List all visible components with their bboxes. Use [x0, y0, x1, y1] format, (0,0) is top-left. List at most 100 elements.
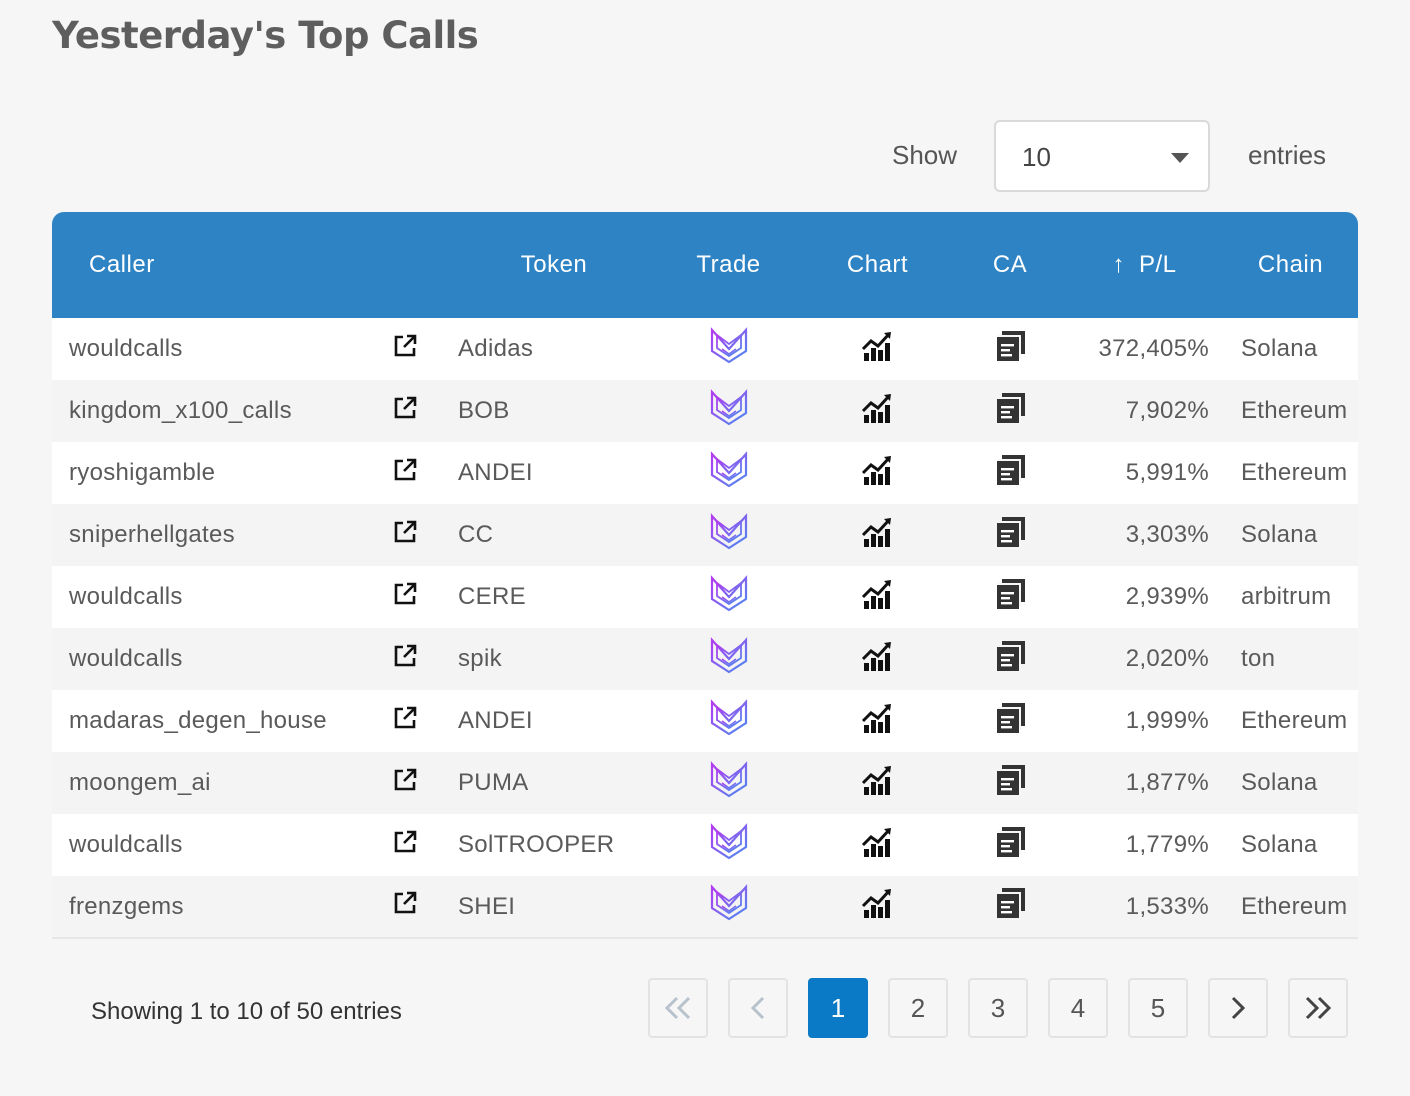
page-button-3[interactable]: 3 — [968, 978, 1028, 1038]
external-link-icon[interactable] — [392, 333, 418, 366]
bar-chart-trend-icon[interactable] — [861, 886, 895, 927]
column-header-trade[interactable]: Trade — [696, 251, 761, 278]
column-header-chart[interactable]: Chart — [846, 251, 909, 278]
token-cell: BOB — [458, 397, 510, 424]
copy-contract-icon[interactable] — [993, 701, 1027, 742]
external-link-icon[interactable] — [392, 395, 418, 428]
column-header-token[interactable]: Token — [520, 251, 588, 278]
caller-cell: moongem_ai — [69, 769, 211, 796]
trade-logo-icon[interactable] — [709, 512, 749, 558]
bar-chart-trend-icon[interactable] — [861, 701, 895, 742]
bar-chart-trend-icon[interactable] — [861, 763, 895, 804]
chain-cell: Ethereum — [1241, 397, 1348, 424]
top-calls-table: Caller Token Trade Chart CA ↑ P/L Chain w… — [52, 212, 1358, 939]
caller-cell: frenzgems — [69, 892, 184, 920]
external-link-icon[interactable] — [392, 829, 418, 862]
chain-cell: Ethereum — [1241, 892, 1348, 920]
copy-contract-icon[interactable] — [993, 825, 1027, 866]
sort-ascending-icon: ↑ — [1112, 251, 1125, 278]
copy-contract-icon[interactable] — [993, 577, 1027, 618]
page-length-control: Show 10 entries — [0, 120, 1410, 192]
trade-logo-icon[interactable] — [709, 388, 749, 434]
chevron-right-icon — [1231, 996, 1246, 1020]
column-header-chain[interactable]: Chain — [1257, 251, 1324, 278]
bar-chart-trend-icon[interactable] — [861, 329, 895, 370]
pl-cell: 372,405% — [1098, 335, 1209, 362]
copy-contract-icon[interactable] — [993, 453, 1027, 494]
external-link-icon[interactable] — [392, 581, 418, 614]
table-row: moongem_ai PUMA 1,877% Solana — [52, 752, 1358, 814]
trade-logo-icon[interactable] — [709, 326, 749, 372]
copy-contract-icon[interactable] — [993, 763, 1027, 804]
trade-logo-icon[interactable] — [709, 636, 749, 682]
caller-cell: madaras_degen_house — [69, 707, 327, 734]
last-page-button[interactable] — [1288, 978, 1348, 1038]
pl-cell: 3,303% — [1125, 521, 1209, 548]
caller-cell: wouldcalls — [69, 583, 183, 610]
chain-cell: Solana — [1241, 769, 1318, 796]
external-link-icon[interactable] — [392, 705, 418, 738]
copy-contract-icon[interactable] — [993, 515, 1027, 556]
caller-cell: ryoshigamble — [69, 459, 216, 486]
pagination: 1 2 3 4 5 — [0, 978, 1410, 1038]
table-row: wouldcalls Adidas 372,405% Solana — [52, 318, 1358, 380]
external-link-icon[interactable] — [392, 767, 418, 800]
double-chevron-right-icon — [1305, 996, 1332, 1020]
bar-chart-trend-icon[interactable] — [861, 577, 895, 618]
column-header-pl[interactable]: ↑ P/L — [1066, 212, 1223, 318]
table-row: sniperhellgates CC 3,303% Solana — [52, 504, 1358, 566]
page-button-5[interactable]: 5 — [1128, 978, 1188, 1038]
pl-cell: 1,533% — [1125, 892, 1209, 920]
token-cell: CC — [458, 521, 494, 548]
table-row: madaras_degen_house ANDEI 1,999% Ethereum — [52, 690, 1358, 752]
external-link-icon[interactable] — [392, 890, 418, 923]
pl-cell: 1,999% — [1125, 707, 1209, 734]
chain-cell: ton — [1241, 645, 1276, 672]
bar-chart-trend-icon[interactable] — [861, 515, 895, 556]
chevron-down-icon — [1171, 153, 1189, 163]
token-cell: SHEI — [458, 892, 516, 920]
copy-contract-icon[interactable] — [993, 886, 1027, 927]
previous-page-button[interactable] — [728, 978, 788, 1038]
table-row: kingdom_x100_calls BOB 7,902% Ethereum — [52, 380, 1358, 442]
pl-cell: 2,939% — [1125, 583, 1209, 610]
token-cell: ANDEI — [458, 459, 533, 486]
bar-chart-trend-icon[interactable] — [861, 453, 895, 494]
trade-logo-icon[interactable] — [709, 574, 749, 620]
page-button-1[interactable]: 1 — [808, 978, 868, 1038]
external-link-icon[interactable] — [392, 457, 418, 490]
token-cell: ANDEI — [458, 707, 533, 734]
copy-contract-icon[interactable] — [993, 329, 1027, 370]
bar-chart-trend-icon[interactable] — [861, 639, 895, 680]
page-size-select[interactable]: 10 — [994, 120, 1210, 192]
page-size-value: 10 — [1022, 142, 1051, 172]
trade-logo-icon[interactable] — [709, 822, 749, 868]
trade-logo-icon[interactable] — [709, 760, 749, 806]
external-link-icon[interactable] — [392, 643, 418, 676]
trade-logo-icon[interactable] — [709, 698, 749, 744]
copy-contract-icon[interactable] — [993, 639, 1027, 680]
first-page-button[interactable] — [648, 978, 708, 1038]
pl-cell: 5,991% — [1125, 459, 1209, 486]
chain-cell: Ethereum — [1241, 707, 1348, 734]
pl-cell: 2,020% — [1125, 645, 1209, 672]
next-page-button[interactable] — [1208, 978, 1268, 1038]
column-header-caller[interactable]: Caller — [89, 251, 155, 278]
trade-logo-icon[interactable] — [709, 450, 749, 496]
page-button-4[interactable]: 4 — [1048, 978, 1108, 1038]
bar-chart-trend-icon[interactable] — [861, 391, 895, 432]
table-header-row: Caller Token Trade Chart CA ↑ P/L Chain — [52, 212, 1358, 318]
pagination-info: Showing 1 to 10 of 50 entries — [91, 998, 402, 1025]
column-header-pl-label: P/L — [1138, 251, 1177, 278]
external-link-icon[interactable] — [392, 519, 418, 552]
entries-label: entries — [1248, 140, 1327, 170]
token-cell: CERE — [458, 583, 526, 610]
bar-chart-trend-icon[interactable] — [861, 825, 895, 866]
copy-contract-icon[interactable] — [993, 391, 1027, 432]
caller-cell: wouldcalls — [69, 831, 183, 858]
column-header-ca[interactable]: CA — [992, 251, 1028, 278]
page-button-2[interactable]: 2 — [888, 978, 948, 1038]
chain-cell: Solana — [1241, 335, 1318, 362]
chain-cell: Ethereum — [1241, 459, 1348, 486]
trade-logo-icon[interactable] — [709, 884, 749, 929]
